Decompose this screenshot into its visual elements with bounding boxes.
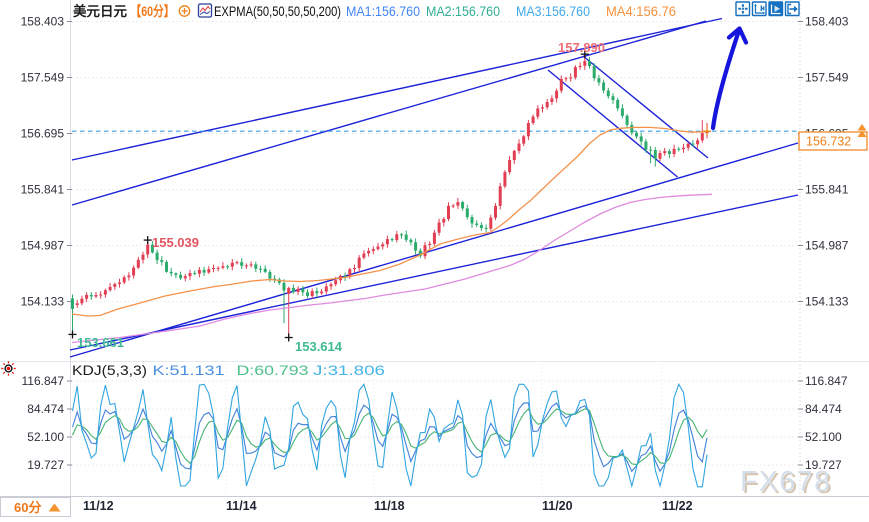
svg-text:K:51.131: K:51.131 (153, 363, 225, 378)
svg-text:52.100: 52.100 (27, 430, 64, 444)
svg-text:155.841: 155.841 (805, 183, 849, 197)
svg-text:19.727: 19.727 (805, 458, 842, 472)
svg-text:D:60.793: D:60.793 (237, 363, 309, 378)
svg-text:154.133: 154.133 (805, 295, 849, 309)
svg-text:60分: 60分 (14, 500, 41, 515)
svg-text:155.039: 155.039 (152, 235, 199, 250)
svg-text:EXPMA(50,50,50,50,200): EXPMA(50,50,50,50,200) (214, 4, 341, 19)
svg-text:11/22: 11/22 (662, 499, 693, 513)
svg-text:美元日元: 美元日元 (73, 3, 128, 19)
svg-text:153.614: 153.614 (295, 339, 343, 354)
svg-text:MA1:156.760: MA1:156.760 (346, 4, 420, 19)
svg-text:J:31.806: J:31.806 (313, 363, 385, 378)
svg-text:157.549: 157.549 (805, 71, 849, 85)
svg-text:157.549: 157.549 (21, 71, 65, 85)
svg-text:KDJ(5,3,3): KDJ(5,3,3) (72, 363, 147, 378)
svg-text:84.474: 84.474 (805, 402, 842, 416)
svg-text:11/12: 11/12 (83, 499, 114, 513)
svg-text:MA2:156.760: MA2:156.760 (426, 4, 500, 19)
svg-text:19.727: 19.727 (27, 458, 64, 472)
svg-text:11/20: 11/20 (542, 499, 573, 513)
svg-text:FX678: FX678 (740, 466, 831, 498)
svg-text:11/18: 11/18 (374, 499, 405, 513)
svg-text:116.847: 116.847 (22, 374, 65, 388)
svg-text:116.847: 116.847 (805, 374, 848, 388)
svg-text:153.661: 153.661 (77, 335, 124, 350)
svg-text:MA4:156.76: MA4:156.76 (606, 4, 676, 19)
svg-text:154.987: 154.987 (21, 239, 65, 253)
svg-text:156.695: 156.695 (21, 127, 65, 141)
svg-text:84.474: 84.474 (27, 402, 64, 416)
svg-text:MA3:156.760: MA3:156.760 (516, 4, 590, 19)
svg-text:52.100: 52.100 (805, 430, 842, 444)
svg-text:157.890: 157.890 (558, 40, 605, 55)
svg-text:154.133: 154.133 (21, 295, 65, 309)
svg-text:154.987: 154.987 (805, 239, 849, 253)
svg-text:156.732: 156.732 (806, 135, 851, 149)
svg-text:【60分】: 【60分】 (131, 4, 175, 19)
svg-text:155.841: 155.841 (21, 183, 65, 197)
svg-text:11/14: 11/14 (226, 499, 257, 513)
svg-text:158.403: 158.403 (805, 15, 849, 29)
svg-text:FX678: FX678 (742, 468, 833, 500)
svg-text:158.403: 158.403 (21, 15, 65, 29)
